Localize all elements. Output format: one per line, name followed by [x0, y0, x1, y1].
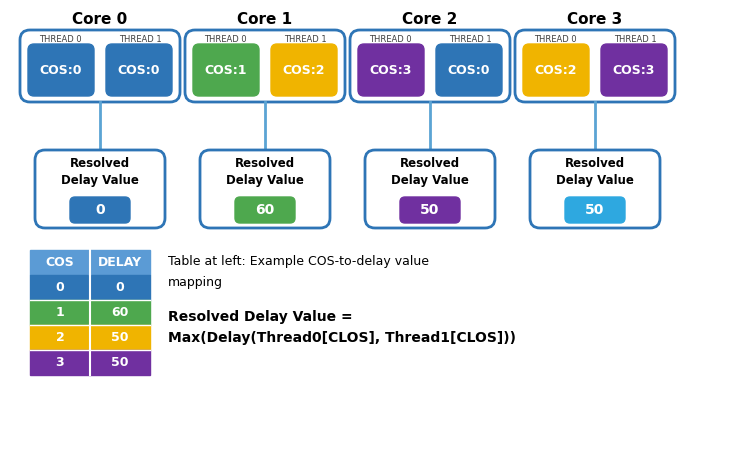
Text: COS:1: COS:1 [205, 63, 248, 76]
Text: THREAD 1: THREAD 1 [448, 35, 491, 44]
Text: 50: 50 [585, 203, 604, 217]
Text: THREAD 0: THREAD 0 [369, 35, 411, 44]
Bar [30, 250, 90, 275]
Text: Core 3: Core 3 [567, 13, 622, 27]
Text: 0: 0 [56, 281, 64, 294]
FancyBboxPatch shape [20, 30, 180, 102]
Text: Resolved
Delay Value: Resolved Delay Value [61, 157, 139, 187]
Bar [30, 325, 90, 350]
Text: COS: COS [46, 256, 74, 269]
Text: COS:0: COS:0 [40, 63, 82, 76]
FancyBboxPatch shape [70, 197, 130, 223]
Text: Core 1: Core 1 [238, 13, 292, 27]
Text: COS:3: COS:3 [370, 63, 413, 76]
FancyBboxPatch shape [193, 44, 259, 96]
Text: THREAD 0: THREAD 0 [39, 35, 81, 44]
Text: THREAD 0: THREAD 0 [204, 35, 246, 44]
Bar [90, 300, 150, 325]
FancyBboxPatch shape [358, 44, 424, 96]
Text: 60: 60 [111, 306, 129, 319]
FancyBboxPatch shape [400, 197, 460, 223]
Text: Resolved
Delay Value: Resolved Delay Value [226, 157, 304, 187]
Text: Core 2: Core 2 [402, 13, 457, 27]
FancyBboxPatch shape [515, 30, 675, 102]
Text: 2: 2 [56, 331, 64, 344]
FancyBboxPatch shape [350, 30, 510, 102]
Text: COS:0: COS:0 [118, 63, 160, 76]
FancyBboxPatch shape [185, 30, 345, 102]
Text: COS:2: COS:2 [283, 63, 326, 76]
Text: THREAD 0: THREAD 0 [534, 35, 576, 44]
Text: 1: 1 [56, 306, 64, 319]
Bar [30, 275, 90, 300]
FancyBboxPatch shape [235, 197, 295, 223]
Text: 0: 0 [95, 203, 105, 217]
Bar [90, 250, 150, 275]
Text: 60: 60 [255, 203, 274, 217]
Text: THREAD 1: THREAD 1 [118, 35, 161, 44]
Text: Core 0: Core 0 [72, 13, 128, 27]
Text: Resolved
Delay Value: Resolved Delay Value [556, 157, 634, 187]
FancyBboxPatch shape [28, 44, 94, 96]
Text: DELAY: DELAY [98, 256, 142, 269]
Text: THREAD 1: THREAD 1 [614, 35, 656, 44]
Text: COS:0: COS:0 [448, 63, 491, 76]
Bar [90, 275, 150, 300]
FancyBboxPatch shape [106, 44, 172, 96]
Bar [90, 325, 150, 350]
Text: Table at left: Example COS-to-delay value
mapping: Table at left: Example COS-to-delay valu… [168, 255, 429, 289]
Text: 0: 0 [116, 281, 124, 294]
Text: 50: 50 [420, 203, 440, 217]
Bar [30, 350, 90, 375]
FancyBboxPatch shape [35, 150, 165, 228]
FancyBboxPatch shape [436, 44, 502, 96]
Text: 50: 50 [111, 331, 129, 344]
Text: COS:3: COS:3 [613, 63, 656, 76]
Bar [30, 300, 90, 325]
FancyBboxPatch shape [523, 44, 589, 96]
Text: THREAD 1: THREAD 1 [284, 35, 326, 44]
FancyBboxPatch shape [365, 150, 495, 228]
Text: Resolved Delay Value =
Max(Delay(Thread0[CLOS], Thread1[CLOS])): Resolved Delay Value = Max(Delay(Thread0… [168, 310, 516, 345]
Text: Resolved
Delay Value: Resolved Delay Value [391, 157, 469, 187]
FancyBboxPatch shape [530, 150, 660, 228]
Text: 3: 3 [56, 356, 64, 369]
FancyBboxPatch shape [565, 197, 625, 223]
Text: 50: 50 [111, 356, 129, 369]
FancyBboxPatch shape [271, 44, 337, 96]
FancyBboxPatch shape [601, 44, 667, 96]
Bar [90, 350, 150, 375]
Text: COS:2: COS:2 [535, 63, 578, 76]
FancyBboxPatch shape [200, 150, 330, 228]
